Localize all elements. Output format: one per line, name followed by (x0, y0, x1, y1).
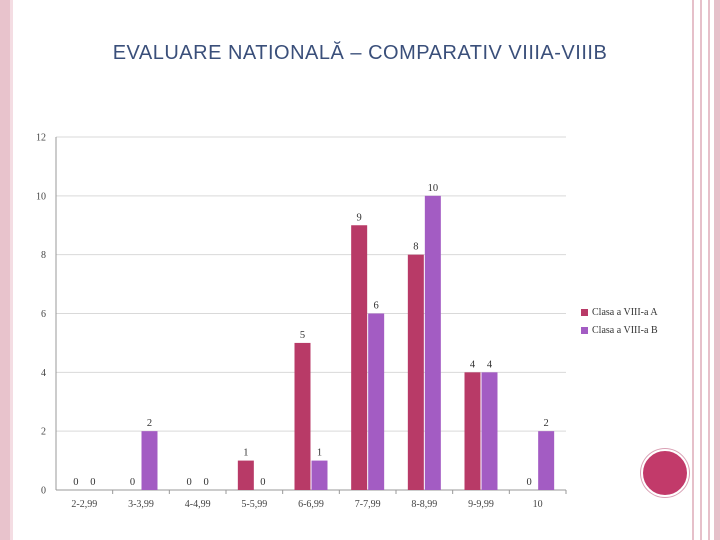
data-label: 9 (357, 212, 362, 223)
bar (464, 372, 481, 490)
data-label: 1 (243, 448, 248, 459)
y-tick-label: 8 (41, 250, 46, 261)
legend-swatch-b (581, 326, 588, 334)
chart-bars (141, 195, 555, 491)
y-tick-label: 6 (41, 309, 46, 320)
bar (407, 254, 424, 490)
bar (311, 460, 328, 490)
data-label: 0 (90, 477, 95, 488)
bar (294, 342, 311, 490)
x-tick-label: 9-9,99 (468, 499, 494, 510)
bar (481, 372, 498, 490)
slide-border-right-line (714, 0, 720, 540)
x-tick-label: 10 (533, 499, 543, 510)
data-label: 2 (544, 418, 549, 429)
slide-border-right-line (708, 0, 710, 540)
x-tick-label: 4-4,99 (185, 499, 211, 510)
decorative-circle (641, 449, 689, 497)
data-label: 6 (374, 301, 379, 312)
x-tick-label: 2-2,99 (71, 499, 97, 510)
slide-border-left-inner (10, 0, 13, 540)
slide-border-right-line (692, 0, 694, 540)
y-tick-label: 10 (36, 191, 46, 202)
y-tick-label: 12 (36, 133, 46, 144)
y-tick-label: 2 (41, 427, 46, 438)
slide-border-left (0, 0, 10, 540)
x-tick-label: 7-7,99 (355, 499, 381, 510)
bar (538, 431, 555, 490)
data-label: 0 (527, 477, 532, 488)
slide-border-right-line (700, 0, 702, 540)
legend-label-a: Clasa a VIII-a A (592, 306, 658, 318)
legend-swatch-a (581, 308, 588, 316)
data-label: 1 (317, 448, 322, 459)
bar (368, 313, 385, 490)
data-label: 5 (300, 330, 305, 341)
y-tick-label: 4 (41, 368, 46, 379)
slide-title-text: EVALUARE NATIONALĂ – COMPARATIV VIIIA-VI… (112, 42, 608, 64)
data-label: 0 (187, 477, 192, 488)
data-label: 0 (204, 477, 209, 488)
x-tick-label: 6-6,99 (298, 499, 324, 510)
bar (351, 225, 368, 490)
legend-label-b: Clasa a VIII-a B (592, 324, 658, 336)
bar (424, 195, 441, 491)
legend-item-series-b: Clasa a VIII-a B (581, 321, 658, 339)
data-label: 4 (487, 359, 493, 370)
y-tick-label: 0 (41, 486, 46, 497)
x-tick-label: 3-3,99 (128, 499, 154, 510)
bar (141, 431, 158, 490)
data-label: 0 (73, 477, 78, 488)
data-label: 8 (413, 242, 418, 253)
x-tick-label: 8-8,99 (411, 499, 437, 510)
data-label: 0 (260, 477, 265, 488)
data-label: 0 (130, 477, 135, 488)
slide-title: EVALUARE NATIONALĂ – COMPARATIV VIIIA-VI… (0, 42, 720, 65)
data-label: 2 (147, 418, 152, 429)
data-label: 4 (470, 359, 476, 370)
data-label: 10 (428, 183, 439, 194)
legend-item-series-a: Clasa a VIII-a A (581, 303, 658, 321)
x-tick-label: 5-5,99 (241, 499, 267, 510)
bar (237, 460, 254, 490)
chart-legend: Clasa a VIII-a A Clasa a VIII-a B (581, 303, 658, 339)
